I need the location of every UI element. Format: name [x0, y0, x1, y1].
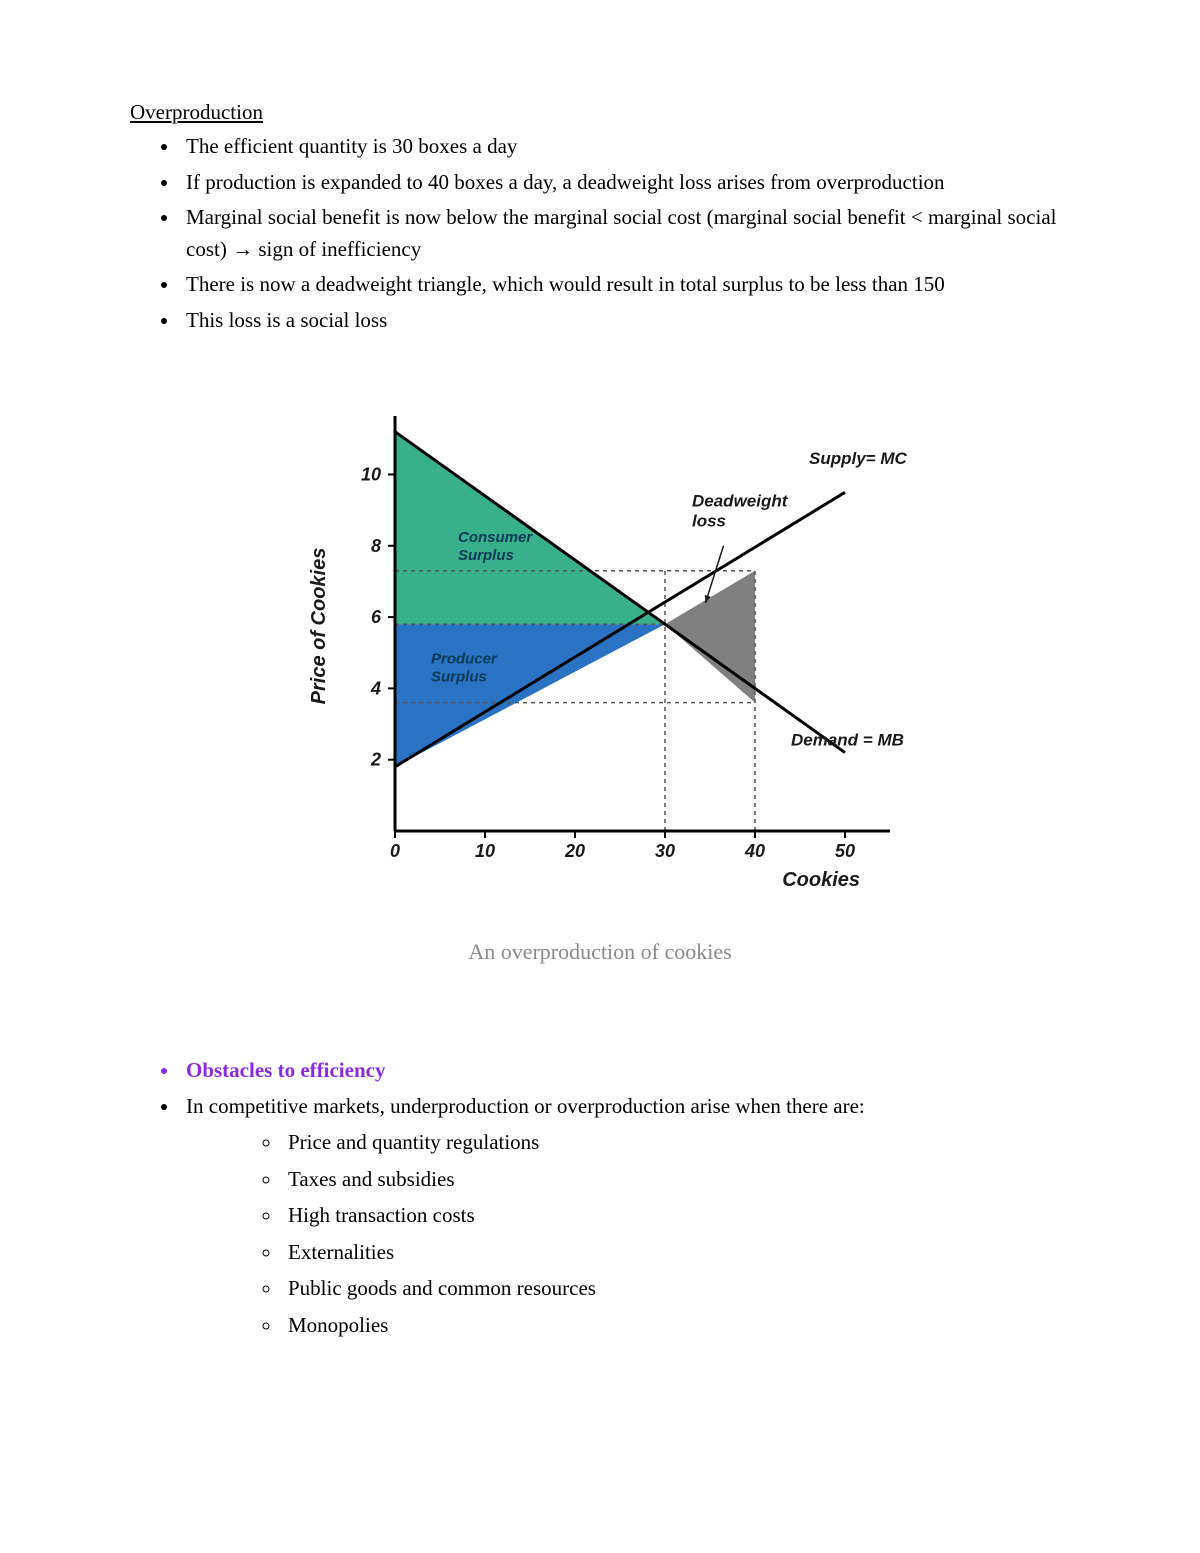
list-item: Price and quantity regulations — [282, 1126, 1070, 1159]
svg-text:Surplus: Surplus — [458, 547, 514, 564]
svg-text:Price of Cookies: Price of Cookies — [308, 548, 330, 705]
svg-text:2: 2 — [370, 750, 381, 770]
overproduction-chart: 2 4 6 8 10 0 10 20 30 40 50 Price of Cookies Cookies… — [280, 406, 920, 906]
bullet-item: There is now a deadweight triangle, whic… — [180, 269, 1070, 301]
svg-text:6: 6 — [371, 607, 382, 627]
svg-text:40: 40 — [744, 841, 765, 861]
list-item: Taxes and subsidies — [282, 1163, 1070, 1196]
svg-text:0: 0 — [390, 841, 400, 861]
svg-text:Consumer: Consumer — [458, 529, 533, 546]
svg-text:10: 10 — [361, 464, 381, 484]
list-item: Public goods and common resources — [282, 1272, 1070, 1305]
heading-obstacles-text: Obstacles to efficiency — [186, 1058, 385, 1082]
overproduction-bullets: The efficient quantity is 30 boxes a day… — [158, 131, 1070, 336]
svg-text:Demand = MB: Demand = MB — [791, 730, 904, 749]
list-item: Externalities — [282, 1236, 1070, 1269]
svg-text:4: 4 — [370, 678, 381, 698]
svg-text:8: 8 — [371, 536, 381, 556]
bullet-item: Marginal social benefit is now below the… — [180, 202, 1070, 265]
svg-text:30: 30 — [655, 841, 675, 861]
list-item: High transaction costs — [282, 1199, 1070, 1232]
section2-intro: In competitive markets, underproduction … — [180, 1091, 1070, 1123]
svg-text:20: 20 — [564, 841, 585, 861]
svg-text:50: 50 — [835, 841, 855, 861]
heading-obstacles: Obstacles to efficiency — [180, 1055, 1070, 1087]
obstacles-sublist: Price and quantity regulations Taxes and… — [260, 1126, 1070, 1341]
svg-text:Supply= MC: Supply= MC — [809, 449, 907, 468]
svg-text:Cookies: Cookies — [782, 869, 860, 891]
svg-text:10: 10 — [475, 841, 495, 861]
svg-text:Producer: Producer — [431, 650, 498, 667]
bullet-item: If production is expanded to 40 boxes a … — [180, 167, 1070, 199]
svg-text:Deadweight: Deadweight — [692, 492, 789, 511]
bullet-item: This loss is a social loss — [180, 305, 1070, 337]
chart-container: 2 4 6 8 10 0 10 20 30 40 50 Price of Cookies Cookies… — [280, 406, 920, 965]
section2-list: Obstacles to efficiency In competitive m… — [158, 1055, 1070, 1122]
svg-text:loss: loss — [692, 512, 726, 531]
bullet-item: The efficient quantity is 30 boxes a day — [180, 131, 1070, 163]
svg-text:Surplus: Surplus — [431, 668, 487, 685]
list-item: Monopolies — [282, 1309, 1070, 1342]
chart-caption: An overproduction of cookies — [280, 939, 920, 965]
section-title-overproduction: Overproduction — [130, 100, 1070, 125]
